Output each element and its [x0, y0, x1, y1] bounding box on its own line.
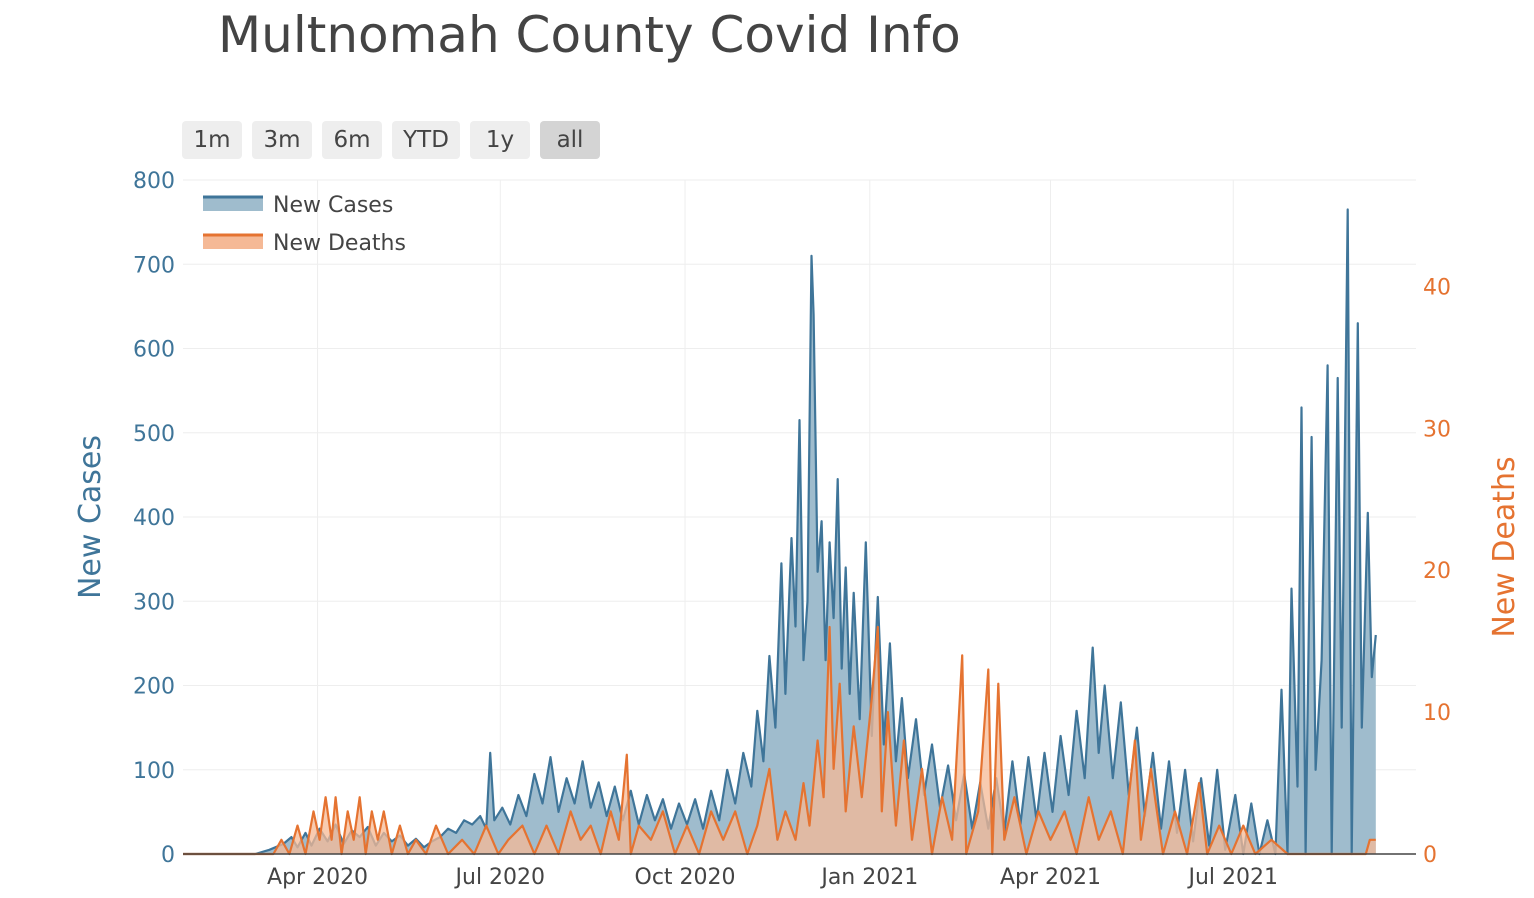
series-area-new-cases	[183, 209, 1376, 854]
gridlines	[183, 179, 1416, 854]
legend-swatch-new-deaths	[203, 235, 263, 249]
x-tick-label: Jul 2021	[1186, 865, 1278, 890]
y-left-tick-label: 400	[133, 506, 175, 531]
y-left-tick-label: 300	[133, 590, 175, 615]
range-button-all[interactable]: all	[540, 121, 600, 159]
y-left-tick-label: 100	[133, 759, 175, 784]
y-right-tick-label: 10	[1423, 701, 1451, 726]
x-tick-label: Jan 2021	[819, 865, 918, 890]
axes: 0 100 200 300 400 500 600 700 800 0 10 20 30 40 Apr 20…	[73, 169, 1522, 890]
y-right-tick-label: 40	[1423, 275, 1451, 300]
chart-title: Multnomah County Covid Info	[218, 6, 961, 64]
y-left-tick-label: 200	[133, 675, 175, 700]
x-tick-label: Apr 2021	[1000, 865, 1101, 890]
series-line-new-cases[interactable]	[183, 208, 1377, 856]
x-tick-label: Jul 2020	[454, 865, 546, 890]
y-right-tick-label: 30	[1423, 417, 1451, 442]
y-left-tick-label: 700	[133, 253, 175, 278]
y-right-tick-label: 0	[1423, 843, 1437, 868]
range-button-3m[interactable]: 3m	[252, 121, 312, 159]
y-left-tick-label: 500	[133, 422, 175, 447]
x-tick-label: Oct 2020	[635, 865, 736, 890]
range-button-6m[interactable]: 6m	[322, 121, 382, 159]
legend-swatch-new-cases	[203, 197, 263, 211]
y-left-tick-label: 600	[133, 338, 175, 363]
range-button-1m[interactable]: 1m	[182, 121, 242, 159]
range-button-ytd[interactable]: YTD	[392, 121, 460, 159]
y-right-axis-title: New Deaths	[1487, 456, 1522, 637]
legend[interactable]: New Cases New Deaths	[203, 193, 406, 256]
y-left-tick-label: 0	[161, 843, 175, 868]
legend-label-new-cases[interactable]: New Cases	[273, 193, 393, 218]
y-left-axis-title: New Cases	[73, 435, 108, 599]
x-tick-label: Apr 2020	[267, 865, 368, 890]
y-right-tick-label: 20	[1423, 559, 1451, 584]
range-button-1y[interactable]: 1y	[470, 121, 530, 159]
y-left-tick-label: 800	[133, 169, 175, 194]
series-areas	[183, 208, 1377, 856]
legend-label-new-deaths[interactable]: New Deaths	[273, 231, 406, 256]
series-line-new-deaths[interactable]	[183, 625, 1376, 856]
